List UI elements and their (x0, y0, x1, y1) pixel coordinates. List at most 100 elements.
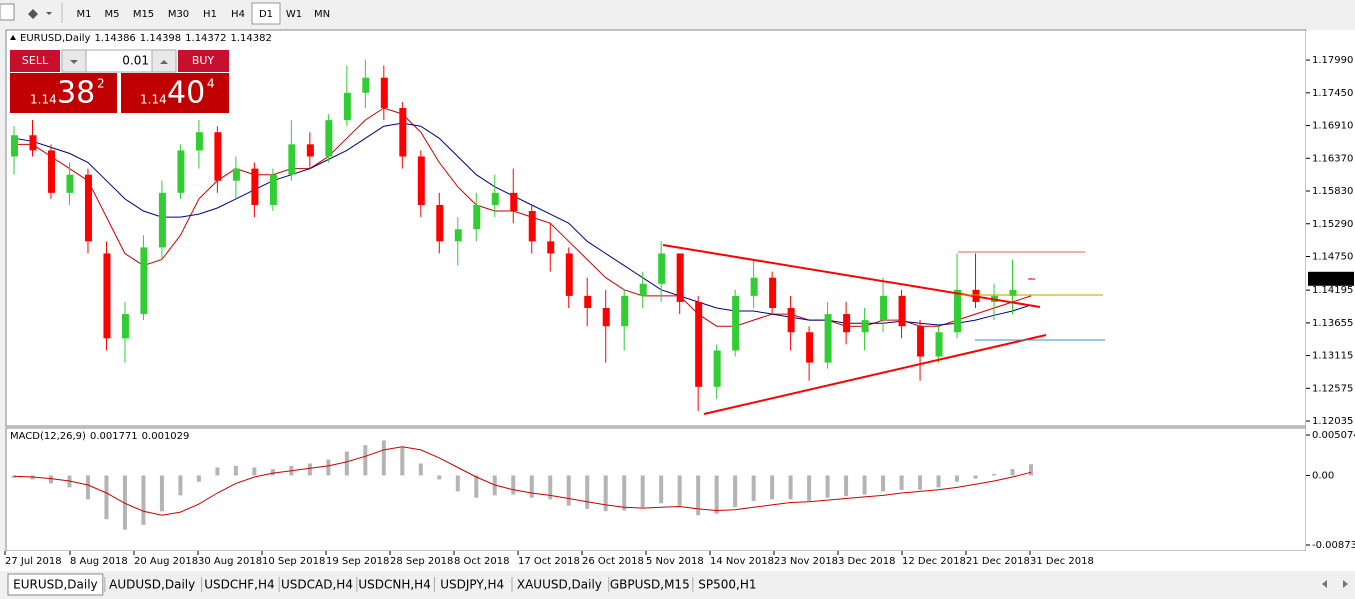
price-axis (1306, 30, 1355, 551)
candle-body (288, 144, 296, 175)
macd-bar (326, 459, 331, 476)
tab[interactable] (692, 574, 762, 595)
collapse-icon[interactable] (10, 35, 16, 40)
candle-body (917, 326, 925, 357)
tab[interactable] (104, 574, 200, 595)
tab[interactable] (512, 574, 607, 595)
tab-label[interactable]: USDCNH,H4 (358, 578, 431, 592)
timeframe-button[interactable]: M30 (168, 9, 189, 20)
macd-signal (13, 446, 1032, 516)
macd-bar (400, 447, 405, 476)
buy-label[interactable]: BUY (192, 54, 215, 67)
timeframe-button[interactable]: H1 (203, 9, 217, 20)
y-tick-label: 1.17450 (1312, 88, 1353, 99)
candle-body (29, 135, 37, 151)
tab-label[interactable]: AUDUSD,Daily (109, 578, 195, 592)
macd-bar (955, 475, 960, 482)
y-tick-label: 0.00 (1312, 470, 1334, 481)
chart-header: EURUSD,Daily 1.14386 1.14398 1.14372 1.14382 (20, 33, 272, 44)
macd-bar (474, 475, 479, 498)
candle-body (269, 174, 277, 205)
candle-body (806, 332, 814, 363)
macd-bar (159, 475, 164, 512)
macd-bar (751, 475, 756, 501)
candle-body (177, 150, 185, 193)
x-tick-label: 23 Nov 2018 (774, 556, 838, 567)
macd-bar (270, 469, 275, 476)
sell-button[interactable] (10, 50, 60, 72)
tab[interactable] (279, 574, 355, 595)
timeframe-button[interactable]: MN (314, 9, 330, 20)
macd-bar (233, 465, 238, 476)
macd-bar (344, 451, 349, 476)
candle-body (565, 253, 573, 296)
macd-bar (881, 475, 886, 492)
tab-label[interactable]: XAUUSD,Daily (517, 578, 602, 592)
timeframe-button[interactable]: H4 (231, 9, 245, 20)
y-tick-label: 0.005074 (1312, 430, 1355, 441)
tab-label[interactable]: USDJPY,H4 (440, 578, 504, 592)
macd-bar (788, 475, 793, 500)
tab-label[interactable]: EURUSD,Daily (13, 578, 98, 592)
candle-body (824, 314, 832, 363)
candle-body (935, 332, 943, 357)
sell-price-big: 38 (57, 76, 95, 111)
x-tick-label: 28 Sep 2018 (390, 556, 453, 567)
y-tick-label: 1.14750 (1312, 251, 1353, 262)
candle-body (787, 308, 795, 333)
x-tick-label: 5 Nov 2018 (646, 556, 704, 567)
timeframe-button[interactable]: D1 (259, 9, 273, 20)
x-tick-label: 31 Dec 2018 (1030, 556, 1094, 567)
sell-price-box[interactable] (10, 73, 117, 113)
tab[interactable] (201, 574, 278, 595)
x-tick-label: 8 Oct 2018 (454, 556, 509, 567)
candle-body (251, 168, 259, 205)
timeframe-active (251, 2, 281, 25)
tab[interactable] (608, 574, 691, 595)
macd-bar (548, 475, 553, 500)
tab-label[interactable]: GBPUSD,M15 (610, 578, 690, 592)
candle-body (602, 308, 610, 327)
tab-label[interactable]: USDCAD,H4 (281, 578, 353, 592)
candle-body (843, 314, 851, 333)
tab[interactable] (356, 574, 433, 595)
candle-body (639, 283, 647, 296)
macd-bar (770, 475, 775, 500)
timeframe-button[interactable]: W1 (286, 9, 302, 20)
candle-body (195, 132, 203, 151)
plot: 1.17990 1.17450 1.16910 1.16370 1.15830 1.152… (4, 55, 1355, 567)
timeframe-button[interactable]: M15 (133, 9, 154, 20)
buy-button[interactable] (178, 50, 229, 72)
macd-bar (844, 475, 849, 497)
macd-bar (381, 440, 386, 476)
tab[interactable] (434, 574, 510, 595)
trendline[interactable] (662, 244, 1041, 308)
tab-active[interactable] (7, 573, 104, 596)
x-tick-label: 30 Aug 2018 (198, 556, 262, 567)
candle-body (713, 350, 721, 387)
timeframe-button[interactable]: M5 (105, 9, 120, 20)
candle-body (399, 107, 407, 157)
candle-body (898, 295, 906, 327)
candle-body (491, 192, 499, 205)
toolbar-icon[interactable] (28, 9, 52, 19)
sell-label[interactable]: SELL (22, 54, 49, 67)
candle-body (84, 174, 92, 242)
x-tick-label: 12 Dec 2018 (902, 556, 966, 567)
tab-label[interactable]: SP500,H1 (698, 578, 756, 592)
x-tick-label: 26 Oct 2018 (582, 556, 644, 567)
trendline[interactable] (703, 334, 1047, 415)
candle-body (732, 295, 740, 351)
candle-body (954, 289, 962, 333)
toolbar-icon[interactable] (0, 3, 15, 21)
y-tick-label: 1.15290 (1312, 219, 1353, 230)
timeframe-button[interactable]: M1 (77, 9, 92, 20)
candle-body (1028, 278, 1035, 280)
buy-price-box[interactable] (121, 73, 229, 113)
tab-label[interactable]: USDCHF,H4 (204, 578, 274, 592)
macd-bar (529, 475, 534, 498)
x-tick-label: 17 Oct 2018 (518, 556, 580, 567)
x-tick-label: 14 Nov 2018 (710, 556, 774, 567)
arrow (70, 60, 78, 64)
current-price-box (1308, 271, 1354, 286)
